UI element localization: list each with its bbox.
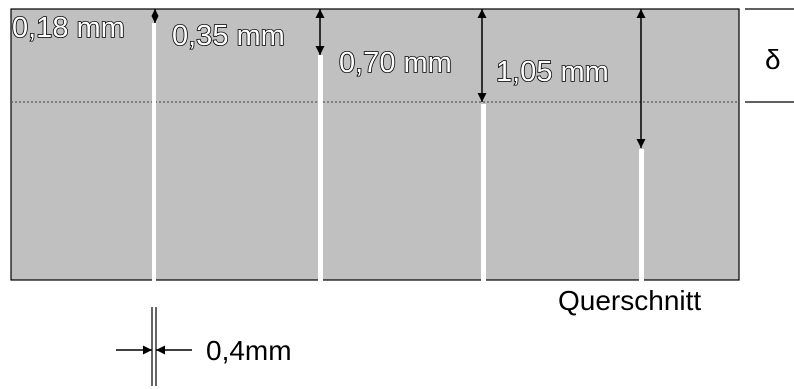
depth-label-1: 0,18 mm (12, 12, 125, 44)
width-label: 0,4mm (206, 335, 292, 366)
caption-querschnitt: Querschnitt (558, 285, 701, 316)
specimen-block (10, 8, 740, 281)
slot-4 (639, 149, 644, 281)
slot-1 (152, 23, 156, 281)
depth-label-4: 1,05 mm (496, 56, 609, 88)
depth-label-3: 0,70 mm (339, 47, 452, 79)
depth-label-2: 0,35 mm (172, 20, 285, 52)
delta-symbol: δ (765, 44, 781, 75)
slot-2 (318, 55, 323, 281)
slot-3 (481, 104, 486, 281)
